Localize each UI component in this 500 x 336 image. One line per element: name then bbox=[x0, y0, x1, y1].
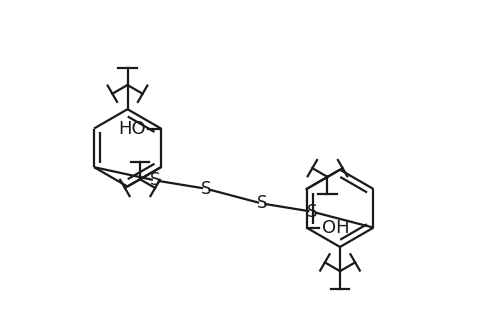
Text: S: S bbox=[306, 203, 317, 221]
Text: S: S bbox=[256, 195, 267, 212]
Text: S: S bbox=[200, 180, 211, 198]
Text: OH: OH bbox=[322, 219, 349, 237]
Text: S: S bbox=[150, 171, 161, 190]
Text: HO: HO bbox=[118, 120, 146, 137]
